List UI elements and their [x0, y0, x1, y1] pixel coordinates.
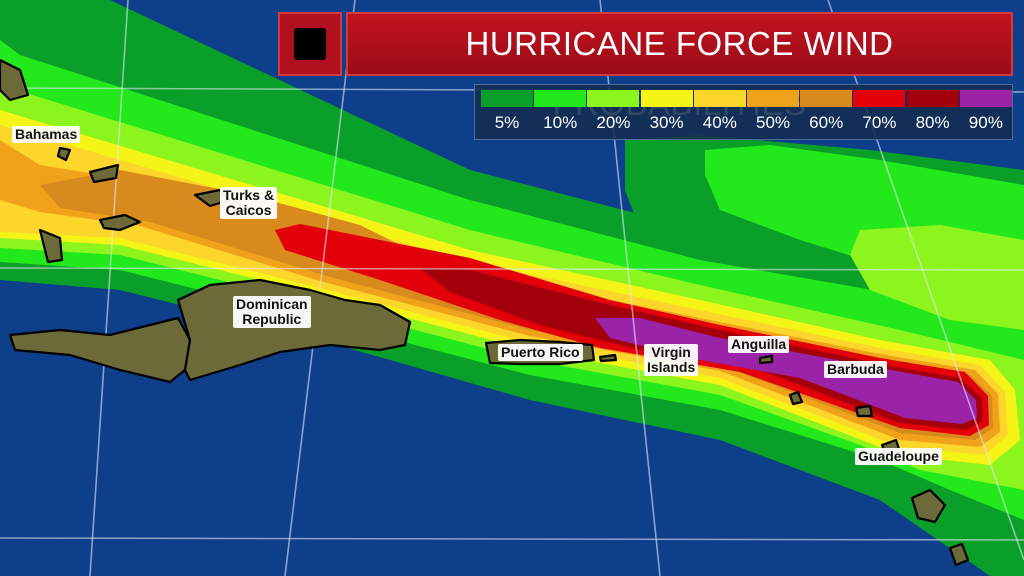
label-turks-caicos-line-2: Caicos: [225, 202, 272, 218]
legend-item-90-percent: 90%: [959, 90, 1012, 133]
title-bar: HURRICANE FORCE WIND PROBABILITIES: [278, 12, 1013, 122]
legend-swatch: [853, 90, 906, 107]
legend-label: 5%: [494, 113, 520, 132]
legend-swatch: [959, 90, 1012, 107]
legend-label: 60%: [809, 113, 844, 132]
legend-item-70-percent: 70%: [853, 90, 906, 133]
label-virgin-islands: Virgin Islands: [644, 344, 699, 376]
label-virgin-islands-line-1: Virgin: [651, 344, 691, 360]
legend-label: 70%: [862, 113, 897, 132]
legend-label: 20%: [596, 113, 631, 132]
label-virgin-islands-line-2: Islands: [647, 359, 696, 375]
label-guadeloupe: Guadeloupe: [855, 448, 942, 465]
label-dominican-republic: Dominican Republic: [233, 296, 311, 328]
legend-label: 10%: [543, 113, 578, 132]
band-20-percent-east-lobe: [850, 225, 1024, 330]
island-turks-caicos-1: [98, 213, 142, 232]
label-dominican-republic-line-1: Dominican: [236, 296, 308, 312]
label-dominican-republic-line-2: Republic: [242, 311, 302, 327]
legend-swatch: [587, 90, 640, 107]
island-dominica: [948, 542, 970, 567]
legend-item-20-percent: 20%: [587, 90, 640, 133]
island-anguilla: [758, 354, 774, 365]
label-barbuda: Barbuda: [824, 361, 887, 378]
legend-item-80-percent: 80%: [906, 90, 959, 133]
legend-item-5-percent: 5%: [481, 90, 533, 133]
island-st-kitts: [788, 390, 804, 406]
island-barbuda: [854, 404, 874, 418]
legend-item-10-percent: 10%: [534, 90, 587, 133]
legend-item-60-percent: 60%: [800, 90, 853, 133]
label-turks-caicos: Turks & Caicos: [220, 187, 278, 219]
label-puerto-rico: Puerto Rico: [498, 344, 583, 361]
legend-swatch: [534, 90, 587, 107]
island-guadeloupe: [910, 488, 947, 524]
legend-label: 50%: [755, 113, 791, 132]
label-turks-caicos-line-1: Turks &: [223, 187, 275, 203]
brand-logo: [278, 12, 342, 76]
legend-item-30-percent: 30%: [640, 90, 693, 133]
legend-swatch: [640, 90, 693, 107]
legend-swatch: [693, 90, 746, 107]
map-title: HURRICANE FORCE WIND PROBABILITIES: [346, 12, 1013, 122]
label-anguilla: Anguilla: [728, 336, 790, 353]
island-bahamas-3: [0, 58, 30, 102]
legend-label: 90%: [968, 113, 1003, 132]
legend-swatch: [800, 90, 853, 107]
label-bahamas: Bahamas: [12, 126, 81, 143]
black-square-logo-icon: [294, 28, 326, 60]
legend-swatch: [906, 90, 959, 107]
legend-swatch: [481, 90, 533, 107]
island-bahamas-2: [88, 163, 120, 184]
probability-legend: 5% 10% 20% 30% 40% 50% 60% 70% 80% 90%: [474, 84, 1013, 140]
island-bahamas-1: [56, 146, 72, 162]
island-bahamas-4: [38, 228, 64, 264]
legend-swatch: [747, 90, 799, 107]
island-vieques: [598, 353, 618, 363]
legend-label: 30%: [649, 113, 684, 132]
legend-item-50-percent: 50%: [747, 90, 799, 133]
legend-item-40-percent: 40%: [693, 90, 746, 133]
legend-label: 80%: [915, 113, 950, 132]
legend-label: 40%: [702, 113, 737, 132]
